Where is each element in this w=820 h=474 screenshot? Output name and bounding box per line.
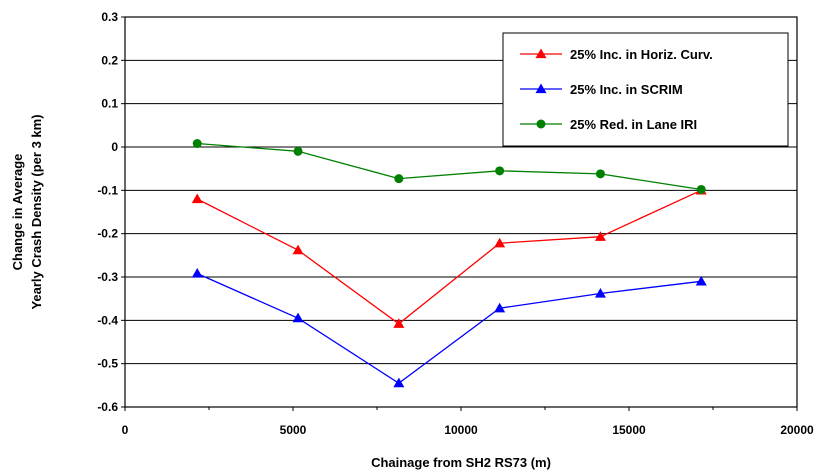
y-tick-label: 0: [111, 140, 118, 154]
series-line: [197, 142, 702, 191]
data-point: [494, 237, 506, 248]
series-2: [191, 268, 707, 388]
legend-item: 25% Red. in Lane IRI: [520, 117, 697, 132]
x-tick-label: 10000: [444, 423, 478, 437]
data-point: [394, 174, 404, 184]
x-tick-label: 0: [122, 423, 129, 437]
x-tick-label: 20000: [780, 423, 814, 437]
legend-label: 25% Inc. in SCRIM: [570, 82, 683, 97]
y-tick-label: 0.1: [101, 97, 118, 111]
y-tick-label: -0.2: [97, 227, 118, 241]
data-point: [191, 193, 203, 204]
data-point: [594, 231, 606, 241]
data-point: [292, 312, 304, 323]
data-point: [494, 302, 506, 313]
series-1: [191, 184, 707, 328]
x-tick-label: 15000: [612, 423, 646, 437]
y-tick-label: 0.2: [101, 53, 118, 67]
data-point: [192, 139, 202, 149]
y-axis-title-line-2: Yearly Crash Density (per 3 km): [29, 114, 44, 309]
data-point: [393, 377, 405, 388]
data-point: [495, 166, 505, 176]
data-point: [293, 146, 303, 156]
data-point: [696, 184, 706, 194]
series-line: [196, 272, 702, 384]
x-tick-label: 5000: [280, 423, 307, 437]
data-point: [594, 287, 606, 298]
y-tick-label: 0.3: [101, 10, 118, 24]
legend-label: 25% Red. in Lane IRI: [570, 117, 697, 132]
data-point: [595, 169, 605, 179]
series-layer: [191, 139, 707, 388]
legend-marker: [535, 48, 547, 59]
y-tick-label: -0.6: [97, 400, 118, 414]
y-tick-label: -0.1: [97, 183, 118, 197]
y-axis-title-line-1: Change in Average: [10, 154, 25, 271]
y-tick-label: -0.3: [97, 270, 118, 284]
legend: 25% Inc. in Horiz. Curv. 25% Inc. in SCRI…: [502, 32, 789, 147]
y-tick-label: -0.5: [97, 357, 118, 371]
legend-item: 25% Inc. in Horiz. Curv.: [520, 47, 713, 62]
y-tick-label: -0.4: [97, 313, 118, 327]
series-3: [192, 139, 706, 194]
data-point: [695, 275, 707, 286]
data-point: [191, 268, 203, 278]
legend-marker: [536, 119, 546, 129]
data-point: [393, 318, 405, 328]
x-axis-ticks: 0 5000 10000 15000 20000: [122, 407, 814, 437]
legend-marker: [535, 83, 547, 94]
legend-label: 25% Inc. in Horiz. Curv.: [570, 47, 713, 62]
x-axis-title: Chainage from SH2 RS73 (m): [371, 455, 551, 470]
series-line: [196, 189, 702, 325]
data-point: [292, 244, 304, 255]
legend-item: 25% Inc. in SCRIM: [520, 82, 683, 97]
y-axis-ticks: 0.3 0.2 0.1 0 -0.1 -0.2 -0.3 -0.4 -0.5 -0.6: [97, 10, 125, 414]
